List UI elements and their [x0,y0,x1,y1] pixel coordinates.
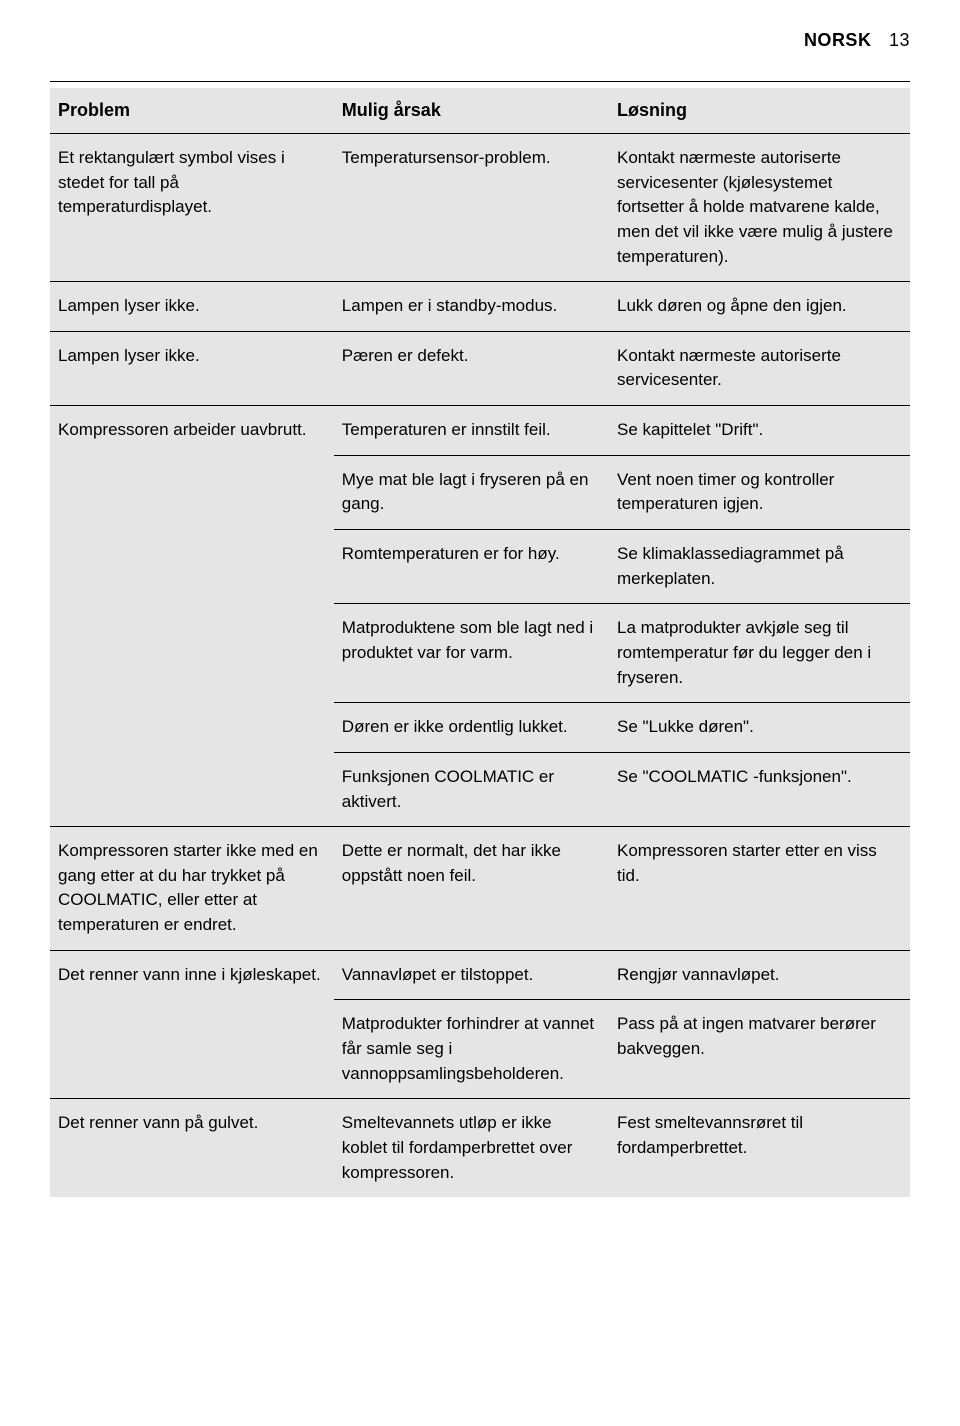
col-header-solution: Løsning [609,88,910,134]
table-header-row: Problem Mulig årsak Løsning [50,88,910,134]
language-label: NORSK [804,30,872,50]
page-header: NORSK 13 [50,30,910,51]
cell-cause: Vannavløpet er tilstoppet. [334,950,609,1000]
cell-problem: Lampen lyser ikke. [50,282,334,332]
cell-solution: Se "Lukke døren". [609,703,910,753]
cell-problem: Lampen lyser ikke. [50,331,334,405]
table-row: Lampen lyser ikke.Lampen er i standby-mo… [50,282,910,332]
cell-solution: Se kapittelet "Drift". [609,406,910,456]
table-row: Matprodukter forhindrer at vannet får sa… [50,1000,910,1099]
cell-cause: Temperaturen er innstilt feil. [334,406,609,456]
cell-problem [50,703,334,753]
cell-cause: Døren er ikke ordentlig lukket. [334,703,609,753]
table-row: Kompressoren starter ikke med en gang et… [50,827,910,951]
cell-problem: Det renner vann inne i kjøleskapet. [50,950,334,1000]
table-row: Funksjonen COOLMATIC er aktivert.Se "COO… [50,752,910,826]
cell-cause: Lampen er i standby-modus. [334,282,609,332]
cell-cause: Matproduktene som ble lagt ned i produkt… [334,604,609,703]
table-row: Mye mat ble lagt i fryseren på en gang.V… [50,455,910,529]
cell-solution: Kontakt nærmeste autoriserte servicesent… [609,134,910,282]
cell-problem: Kompressoren arbeider uavbrutt. [50,406,334,456]
cell-problem [50,604,334,703]
cell-solution: Rengjør vannavløpet. [609,950,910,1000]
cell-solution: La matprodukter avkjøle seg til romtempe… [609,604,910,703]
col-header-cause: Mulig årsak [334,88,609,134]
cell-solution: Kontakt nærmeste autoriserte servicesent… [609,331,910,405]
table-body: Et rektangulært symbol vises i stedet fo… [50,134,910,1198]
table-row: Døren er ikke ordentlig lukket.Se "Lukke… [50,703,910,753]
col-header-problem: Problem [50,88,334,134]
cell-cause: Matprodukter forhindrer at vannet får sa… [334,1000,609,1099]
table-row: Romtemperaturen er for høy.Se klimaklass… [50,530,910,604]
cell-cause: Smeltevannets utløp er ikke koblet til f… [334,1099,609,1197]
cell-problem [50,530,334,604]
header-rule [50,81,910,82]
cell-problem: Det renner vann på gulvet. [50,1099,334,1197]
table-row: Kompressoren arbeider uavbrutt.Temperatu… [50,406,910,456]
table-row: Lampen lyser ikke.Pæren er defekt.Kontak… [50,331,910,405]
cell-cause: Dette er normalt, det har ikke oppstått … [334,827,609,951]
cell-problem: Kompressoren starter ikke med en gang et… [50,827,334,951]
table-row: Det renner vann inne i kjøleskapet.Vanna… [50,950,910,1000]
cell-solution: Lukk døren og åpne den igjen. [609,282,910,332]
cell-solution: Se "COOLMATIC -funksjo­nen". [609,752,910,826]
cell-solution: Pass på at ingen matvarer berører bakveg… [609,1000,910,1099]
cell-cause: Funksjonen COOLMATIC er aktivert. [334,752,609,826]
table-row: Matproduktene som ble lagt ned i produkt… [50,604,910,703]
cell-cause: Temperatursensor-prob­lem. [334,134,609,282]
cell-solution: Kompressoren starter etter en viss tid. [609,827,910,951]
cell-problem [50,455,334,529]
table-row: Det renner vann på gulvet.Smeltevannets … [50,1099,910,1197]
troubleshooting-table: Problem Mulig årsak Løsning Et rektangul… [50,88,910,1197]
cell-cause: Romtemperaturen er for høy. [334,530,609,604]
cell-cause: Mye mat ble lagt i fryseren på en gang. [334,455,609,529]
cell-solution: Vent noen timer og kontroller temperatur… [609,455,910,529]
cell-solution: Fest smeltevannsrøret til fordamperbrett… [609,1099,910,1197]
cell-cause: Pæren er defekt. [334,331,609,405]
table-row: Et rektangulært symbol vises i stedet fo… [50,134,910,282]
page-number: 13 [889,30,910,50]
cell-solution: Se klimaklassediagrammet på merkeplaten. [609,530,910,604]
cell-problem [50,752,334,826]
cell-problem: Et rektangulært symbol vises i stedet fo… [50,134,334,282]
cell-problem [50,1000,334,1099]
